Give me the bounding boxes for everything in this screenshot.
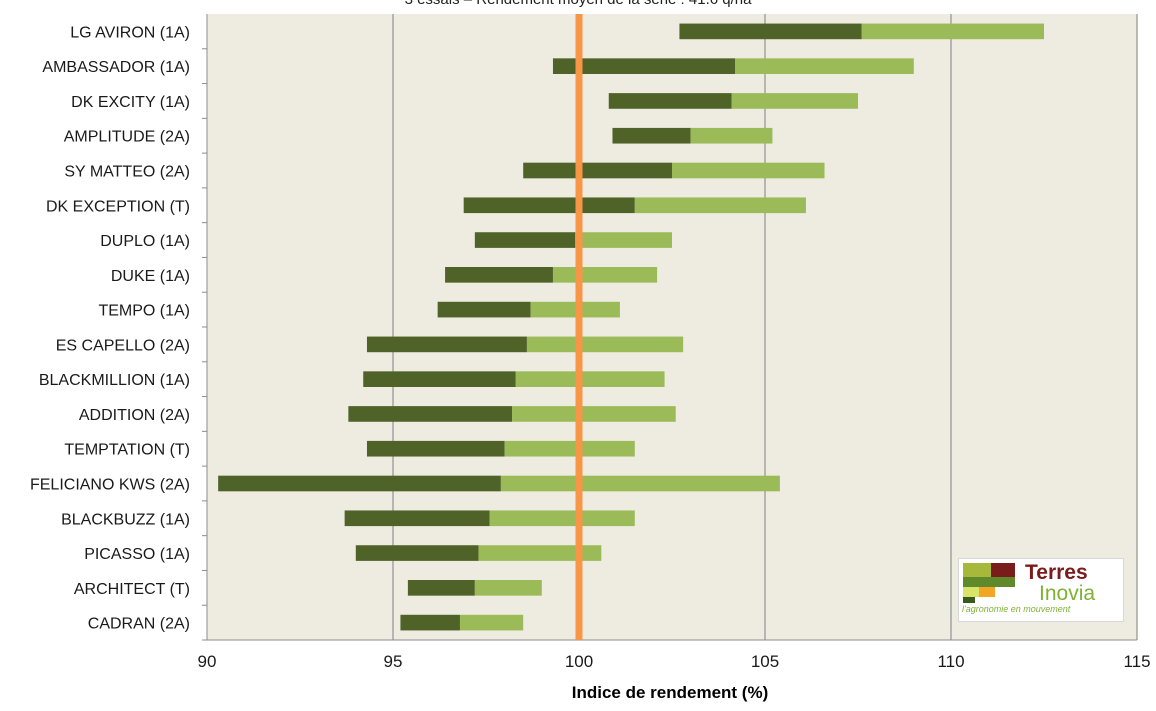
bar-low-range xyxy=(366,336,527,353)
bar-low-range xyxy=(463,197,635,214)
y-category-label: PICASSO (1A) xyxy=(84,546,190,563)
bar-low-range xyxy=(445,267,553,283)
bar-high-range xyxy=(512,406,676,422)
bar-low-range xyxy=(363,371,516,387)
y-category-label: LG AVIRON (1A) xyxy=(70,24,190,41)
bar-high-range xyxy=(672,162,825,179)
bar-high-range xyxy=(500,475,780,492)
terres-inovia-logo: Terres Inovia l'agronomie en mouvement xyxy=(958,558,1124,622)
x-axis-title: Indice de rendement (%) xyxy=(572,683,768,702)
y-category-label: DUPLO (1A) xyxy=(100,233,190,250)
y-category-label: DUKE (1A) xyxy=(111,268,190,285)
bar-high-range xyxy=(526,336,684,353)
bar-low-range xyxy=(474,232,576,248)
bar-high-range xyxy=(690,127,773,144)
bar-low-range xyxy=(407,580,475,596)
bar-high-range xyxy=(575,232,672,248)
x-tick-label: 100 xyxy=(565,652,593,671)
logo-name-line1: Terres xyxy=(1025,561,1088,584)
y-category-label: BLACKBUZZ (1A) xyxy=(61,511,190,528)
bar-low-range xyxy=(348,406,513,422)
x-tick-label: 105 xyxy=(751,652,779,671)
plot-area xyxy=(207,14,1137,640)
y-category-label: BLACKMILLION (1A) xyxy=(39,372,190,389)
bar-low-range xyxy=(344,510,490,527)
x-tick-label: 90 xyxy=(198,652,217,671)
bar-low-range xyxy=(523,162,672,179)
bar-high-range xyxy=(731,93,858,109)
y-category-label: TEMPO (1A) xyxy=(98,303,190,320)
bar-low-range xyxy=(552,58,736,74)
bar-low-range xyxy=(218,475,501,492)
y-category-label: AMPLITUDE (2A) xyxy=(64,129,190,146)
bar-low-range xyxy=(366,440,505,457)
y-category-label: SY MATTEO (2A) xyxy=(64,164,190,181)
y-category-label: TEMPTATION (T) xyxy=(64,442,190,459)
y-category-label: ADDITION (2A) xyxy=(79,407,190,424)
x-tick-label: 95 xyxy=(384,652,403,671)
bar-high-range xyxy=(515,371,665,387)
y-category-label: CADRAN (2A) xyxy=(88,616,190,633)
bar-high-range xyxy=(489,510,635,527)
bar-low-range xyxy=(612,127,691,144)
y-category-label: DK EXCEPTION (T) xyxy=(46,198,190,215)
bar-low-range xyxy=(437,301,531,318)
x-tick-label: 110 xyxy=(937,652,964,671)
bar-low-range xyxy=(679,23,862,40)
bar-high-range xyxy=(552,267,658,283)
bar-high-range xyxy=(735,58,914,74)
y-category-label: ARCHITECT (T) xyxy=(74,581,190,598)
y-category-label: FELICIANO KWS (2A) xyxy=(30,477,190,494)
y-category-label: AMBASSADOR (1A) xyxy=(42,59,190,76)
logo-tagline: l'agronomie en mouvement xyxy=(962,604,1071,614)
bar-high-range xyxy=(474,580,542,596)
x-tick-label: 115 xyxy=(1123,652,1150,671)
bar-high-range xyxy=(459,614,524,631)
bar-low-range xyxy=(355,545,479,561)
chart-title: 3 essais – Rendement moyen de la série :… xyxy=(405,0,753,8)
y-category-label: ES CAPELLO (2A) xyxy=(56,337,190,354)
y-category-label: DK EXCITY (1A) xyxy=(71,94,190,111)
logo-name-line2: Inovia xyxy=(1039,582,1096,605)
bar-high-range xyxy=(504,440,635,457)
bar-high-range xyxy=(861,23,1044,40)
bar-high-range xyxy=(634,197,806,214)
bar-low-range xyxy=(400,614,460,631)
bar-low-range xyxy=(608,93,732,109)
bar-high-range xyxy=(530,301,620,318)
bar-high-range xyxy=(478,545,602,561)
